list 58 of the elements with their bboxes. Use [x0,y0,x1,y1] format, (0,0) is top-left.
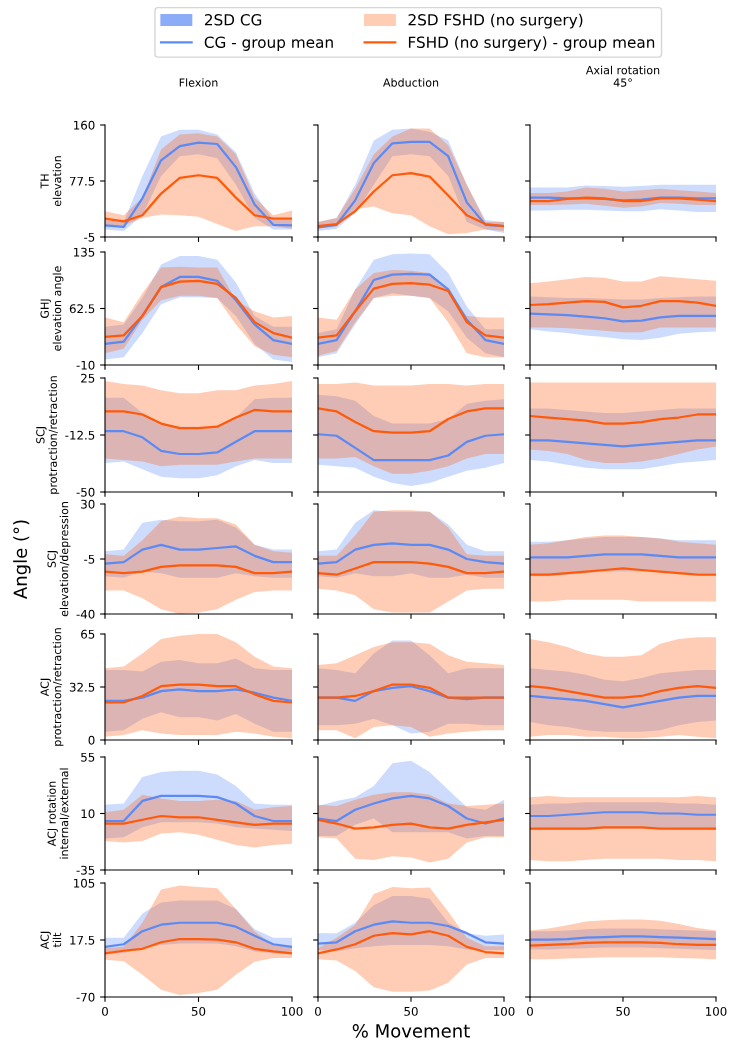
y-tick-label: 105 [74,878,95,888]
y-tick-label: -50 [76,487,95,497]
line-series [105,564,292,575]
x-axis-title: % Movement [352,1024,470,1038]
line-series [105,794,292,823]
y-tick-label: -5 [84,554,95,564]
line-series [105,430,292,456]
y-tick-label: 55 [81,752,95,762]
text: 2SD FSHD (no surgery) [408,13,583,29]
x-tick-label: 50 [191,1006,206,1016]
line-series [105,683,292,704]
line-series [105,543,292,565]
x-tick-label: 100 [494,1006,515,1016]
y-tick-label: 17.5 [70,935,95,945]
chart-title: Flexion [179,78,218,87]
x-tick-label: 0 [315,1006,321,1016]
x-tick-label: 0 [102,1006,108,1016]
line-series [105,814,292,826]
y-tick-label: 65 [81,629,95,639]
line-series [105,279,292,339]
y-tick-label: 30 [81,499,95,509]
x-tick-label: 50 [404,1006,418,1016]
y-tick-label: 0 [88,735,95,745]
legend-label: CG - group mean [204,36,333,51]
y-axis-title: ACJ protraction/retraction [40,628,64,746]
x-tick-label: 50 [616,1006,630,1016]
legend-label: FSHD (no surgery) - group mean [408,36,655,51]
x-tick-label: 0 [527,1006,533,1016]
y-tick-label: -5 [84,232,95,242]
y-tick-label: 25 [81,373,95,383]
y-axis-title: ACJ rotation internal/external [47,768,70,859]
y-tick-label: 10 [81,809,95,819]
line-series [105,688,292,702]
y-tick-label: 135 [74,247,95,257]
y-axis-title: SCJ protraction/retraction [36,376,60,494]
y-tick-label: -40 [76,609,95,619]
chart-title: Axial rotation 45° [585,65,660,87]
line-series [105,921,292,948]
x-tick-label: 100 [706,1006,727,1016]
text: Angle (°) [13,520,31,599]
y-tick-label: 160 [74,120,95,130]
y-tick-label: -10 [76,360,95,370]
y-tick-label: -12.5 [65,430,95,440]
y-tick-label: 32.5 [69,682,95,692]
chart-title: Abduction [383,78,439,87]
x-tick-label: 100 [282,1006,303,1016]
y-tick-label: 62.5 [69,304,95,314]
y-axis-title: TH elevation [40,156,62,207]
y-tick-label: -35 [76,865,95,875]
line-series [105,174,292,223]
line-series [105,937,292,955]
text: 2SD CG [204,14,262,26]
line-series [105,408,292,430]
y-tick-label: 77.5 [69,176,95,186]
y-tick-label: -70 [76,992,95,1002]
y-axis-title: ACJ tilt [40,931,62,950]
y-axis-title: SCJ elevation/depression [47,502,71,617]
y-axis-title: GHJ elevation angle [40,266,64,351]
